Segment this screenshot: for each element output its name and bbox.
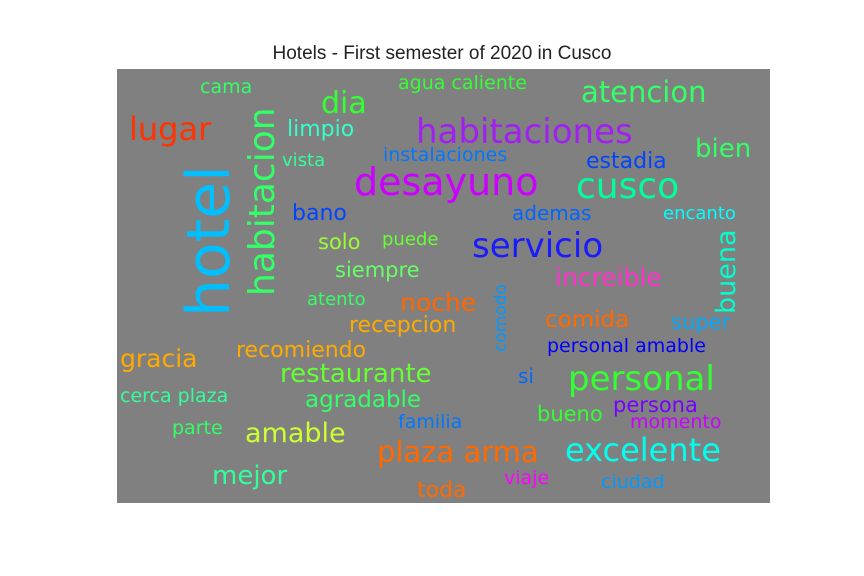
word-increible: increible [555, 263, 662, 292]
word-mejor: mejor [212, 461, 288, 491]
word-atencion: atencion [581, 75, 707, 109]
word-si: si [518, 364, 534, 388]
word-estadia: estadia [586, 149, 667, 174]
word-cerca-plaza: cerca plaza [120, 385, 229, 407]
word-excelente: excelente [565, 431, 721, 469]
word-dia: dia [321, 86, 367, 121]
word-agradable: agradable [305, 387, 422, 413]
word-noche: noche [400, 288, 477, 317]
word-habitacion: habitacion [242, 107, 283, 296]
word-cloud-canvas: hotel habitacion desayuno habitaciones cusco… [117, 69, 770, 503]
word-servicio: servicio [472, 226, 604, 266]
word-plaza-arma: plaza arma [377, 435, 539, 469]
word-recomiendo: recomiendo [236, 338, 367, 363]
word-momento: momento [630, 411, 722, 433]
word-lugar: lugar [129, 110, 212, 148]
word-desayuno: desayuno [354, 160, 539, 204]
word-gracia: gracia [120, 344, 198, 373]
word-limpio: limpio [287, 117, 355, 142]
word-cama: cama [200, 76, 253, 98]
word-encanto: encanto [663, 203, 736, 224]
word-ademas: ademas [512, 201, 592, 225]
word-parte: parte [172, 417, 223, 439]
word-comida: comida [545, 307, 630, 333]
word-familia: familia [398, 411, 463, 433]
word-super: super [671, 310, 731, 334]
word-atento: atento [307, 289, 366, 310]
word-restaurante: restaurante [280, 359, 432, 389]
word-viaje: viaje [504, 467, 550, 489]
word-instalaciones: instalaciones [383, 144, 508, 166]
word-puede: puede [382, 229, 439, 250]
word-hotel: hotel [174, 165, 244, 317]
word-solo: solo [318, 230, 361, 254]
word-bano: bano [292, 201, 347, 226]
word-amable: amable [245, 418, 346, 449]
word-buena: buena [711, 229, 742, 314]
word-recepcion: recepcion [349, 313, 457, 338]
word-ciudad: ciudad [601, 471, 665, 493]
word-vista: vista [282, 150, 326, 171]
word-agua-caliente: agua caliente [398, 72, 527, 94]
word-personal: personal [568, 359, 715, 399]
word-siempre: siempre [335, 258, 420, 282]
word-habitaciones: habitaciones [416, 112, 633, 152]
word-cusco: cusco [576, 166, 680, 207]
word-bueno: bueno [537, 402, 603, 426]
word-persona: persona [613, 393, 698, 417]
word-bien: bien [695, 134, 752, 164]
word-personal-amable: personal amable [547, 335, 706, 357]
word-toda: toda [417, 478, 467, 503]
chart-title: Hotels - First semester of 2020 in Cusco [272, 43, 612, 64]
word-comodo: comodo [491, 284, 511, 352]
